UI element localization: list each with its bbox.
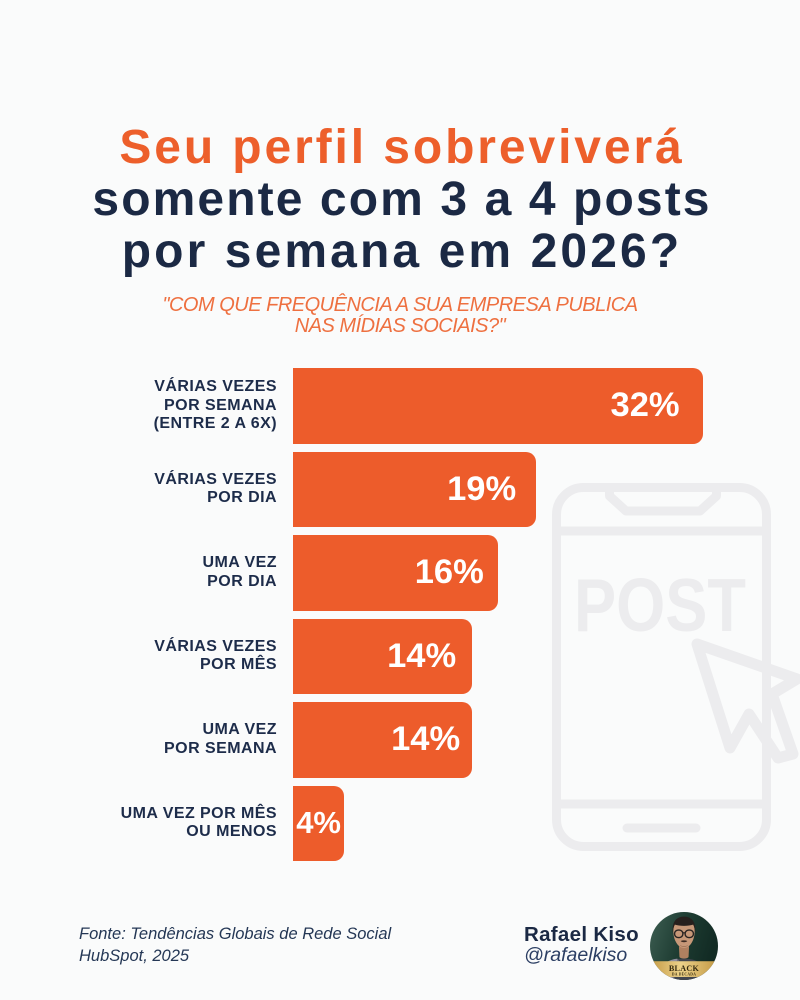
svg-text:BLACK: BLACK xyxy=(669,964,700,973)
svg-text:DA DÉCADA: DA DÉCADA xyxy=(672,972,696,977)
svg-text:POST: POST xyxy=(574,563,746,647)
